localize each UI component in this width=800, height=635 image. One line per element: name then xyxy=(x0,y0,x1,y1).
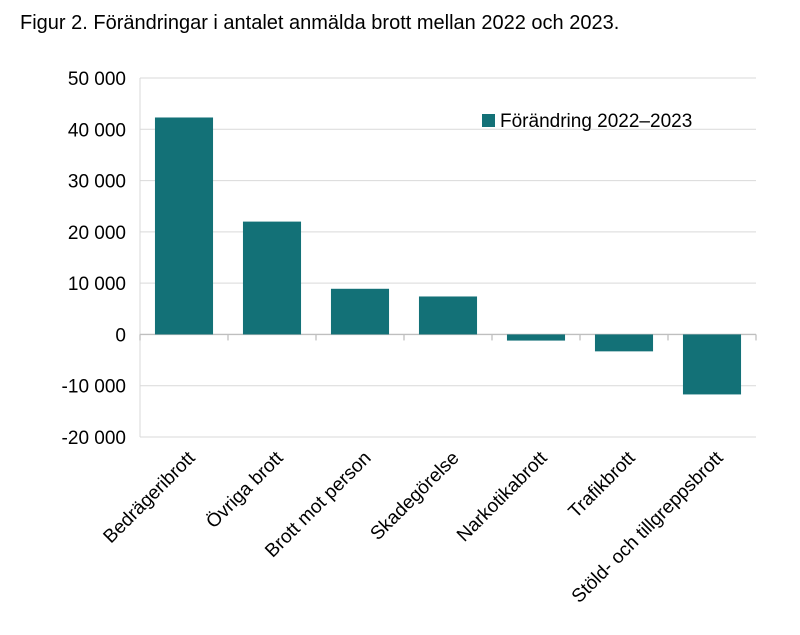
x-tick-label: Bedrägeribrott xyxy=(100,447,200,547)
bar xyxy=(242,221,302,335)
bar xyxy=(330,288,390,335)
x-tick-label: Stöld- och tillgreppsbrott xyxy=(568,447,728,607)
legend-label: Förändring 2022–2023 xyxy=(500,111,692,132)
bar xyxy=(594,334,654,352)
bar xyxy=(506,334,566,341)
y-tick-label: 50 000 xyxy=(68,69,126,90)
y-tick-label: 0 xyxy=(115,325,126,346)
legend: Förändring 2022–2023 xyxy=(482,111,692,132)
x-tick-label: Narkotikabrott xyxy=(453,447,552,546)
y-tick-label: 30 000 xyxy=(68,172,126,193)
y-tick-label: 10 000 xyxy=(68,274,126,295)
legend-swatch xyxy=(482,114,495,127)
x-tick-label: Övriga brott xyxy=(202,447,288,533)
bar xyxy=(418,296,478,335)
y-tick-labels: 50 000 40 000 30 000 20 000 10 000 0 -10 000 -2… xyxy=(62,69,126,449)
x-tick-label: Trafikbrott xyxy=(565,447,640,522)
y-tick-label: -10 000 xyxy=(62,377,126,398)
bar xyxy=(682,334,742,395)
gridlines xyxy=(140,77,756,438)
y-tick-label: -20 000 xyxy=(62,428,126,449)
figure-title: Figur 2. Förändringar i antalet anmälda … xyxy=(20,12,620,34)
x-tick-label: Skadegörelse xyxy=(367,448,464,545)
bars xyxy=(154,117,742,395)
bar xyxy=(154,117,214,335)
y-tick-label: 40 000 xyxy=(68,120,126,141)
y-tick-label: 20 000 xyxy=(68,223,126,244)
